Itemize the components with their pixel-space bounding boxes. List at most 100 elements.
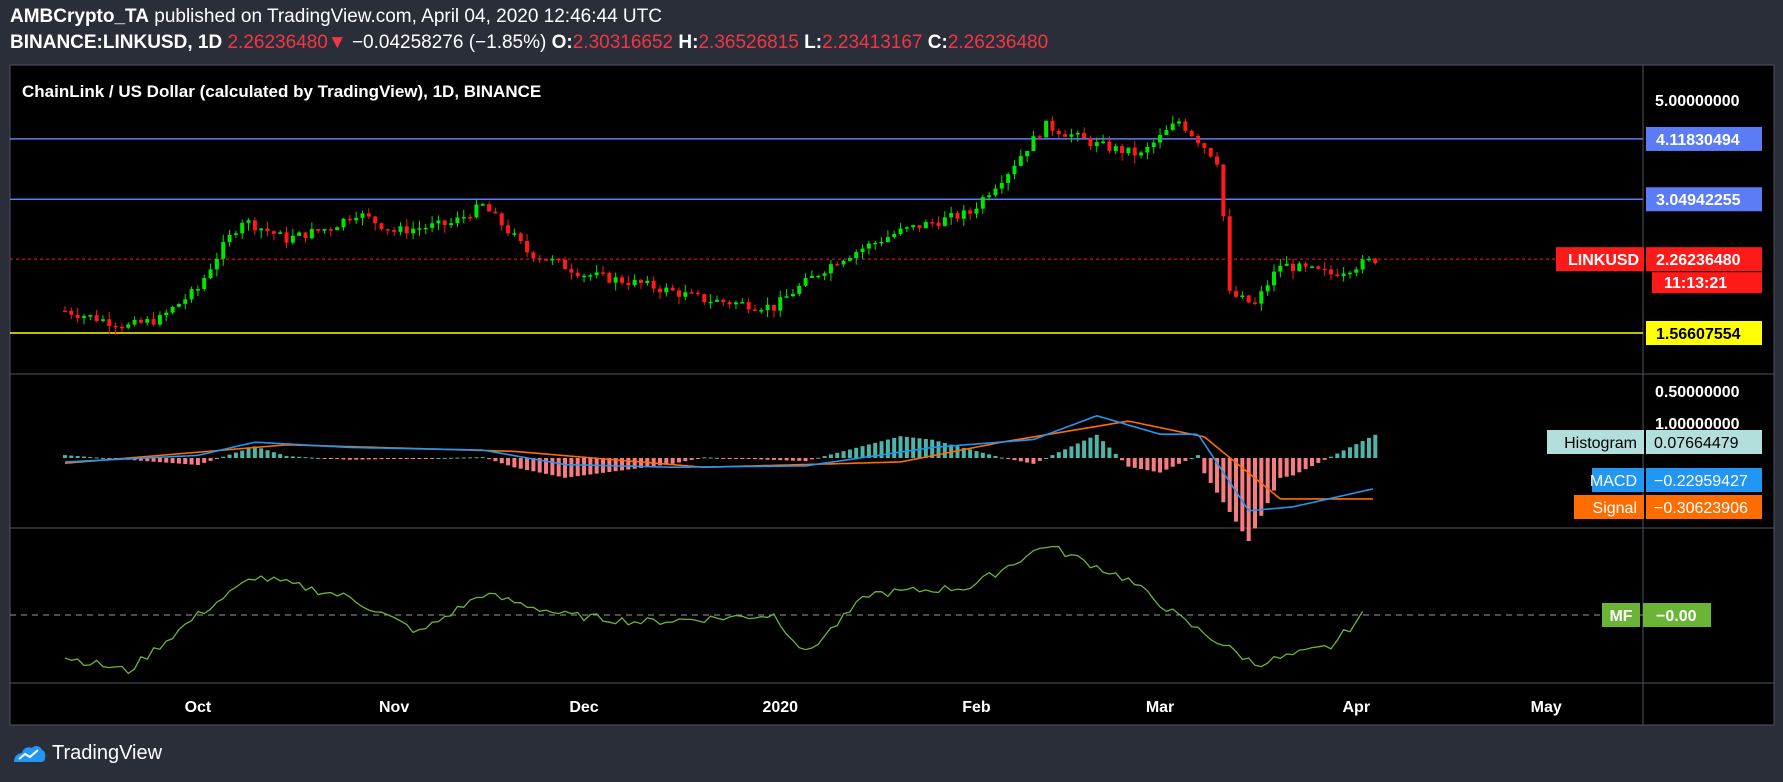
histogram-bar	[879, 441, 884, 458]
candle-up	[360, 213, 365, 218]
histogram-bar	[525, 458, 530, 470]
histogram-bar	[436, 458, 441, 459]
histogram-bar	[575, 458, 580, 477]
candle-down	[1373, 258, 1378, 264]
histogram-bar	[620, 458, 625, 471]
histogram-bar	[550, 458, 555, 476]
candle-down	[1234, 290, 1239, 297]
brand-label: TradingView	[52, 742, 163, 764]
last-price: 2.26236480	[227, 32, 328, 53]
candle-up	[809, 275, 814, 278]
histogram-bar	[208, 458, 213, 461]
candle-up	[1177, 121, 1182, 124]
time-tick-label: Dec	[569, 699, 598, 716]
candle-up	[189, 289, 194, 300]
chart-title: ChainLink / US Dollar (calculated by Tra…	[22, 82, 541, 101]
candle-up	[423, 227, 428, 230]
histogram-bar	[1373, 434, 1378, 458]
histogram-bar	[1126, 458, 1131, 467]
macd-series-value: −0.22959427	[1654, 473, 1748, 490]
candle-down	[771, 304, 776, 311]
candle-up	[822, 273, 827, 276]
candle-up	[1069, 134, 1074, 137]
histogram-bar	[1069, 446, 1074, 458]
candle-up	[816, 275, 821, 278]
histogram-bar	[1322, 458, 1327, 460]
candle-down	[1335, 274, 1340, 277]
histogram-bar	[278, 454, 283, 458]
candle-down	[936, 222, 941, 226]
candle-up	[455, 217, 460, 224]
candle-up	[81, 316, 86, 318]
candle-up	[227, 234, 232, 243]
histogram-bar	[442, 457, 447, 459]
candle-up	[480, 204, 485, 206]
histogram-bar	[373, 458, 378, 460]
candle-up	[1139, 152, 1144, 156]
histogram-bar	[170, 458, 175, 464]
level-tag	[1646, 126, 1762, 151]
current-price-tag	[1646, 247, 1762, 272]
candle-up	[202, 278, 207, 290]
candle-down	[373, 216, 378, 224]
histogram-bar	[892, 437, 897, 458]
candle-up	[987, 195, 992, 198]
macd-series-name: Histogram	[1564, 435, 1637, 452]
candle-down	[518, 233, 523, 242]
histogram-bar	[930, 439, 935, 458]
histogram-bar	[404, 458, 409, 459]
candle-down	[676, 290, 681, 297]
candle-up	[164, 312, 169, 316]
candle-up	[1341, 273, 1346, 277]
histogram-bar	[1101, 441, 1106, 458]
histogram-bar	[917, 438, 922, 458]
candle-down	[151, 319, 156, 325]
histogram-bar	[1240, 458, 1245, 532]
macd-series-tag	[1574, 495, 1644, 519]
candle-down	[752, 309, 757, 312]
tradingview-brand[interactable]: TradingView	[12, 742, 162, 765]
candle-up	[759, 310, 764, 312]
price-pane	[10, 115, 1643, 335]
histogram-bar	[75, 456, 80, 458]
countdown-value: 11:13:21	[1664, 275, 1727, 292]
candle-up	[828, 264, 833, 274]
candle-down	[107, 319, 112, 326]
candle-up	[1151, 142, 1156, 147]
histogram-bar	[303, 457, 308, 459]
candle-down	[689, 292, 694, 294]
candle-down	[284, 232, 289, 243]
histogram-bar	[335, 458, 340, 460]
candle-down	[328, 229, 333, 231]
candle-down	[75, 314, 80, 318]
candle-down	[69, 310, 74, 315]
histogram-bar	[1297, 458, 1302, 473]
open-label: O:	[551, 32, 573, 53]
histogram-bar	[657, 458, 662, 466]
candle-up	[354, 217, 359, 221]
candle-up	[1113, 146, 1118, 151]
histogram-bar	[664, 458, 669, 465]
low-label: L:	[804, 32, 823, 53]
histogram-bar	[702, 457, 707, 459]
candle-up	[961, 210, 966, 219]
histogram-bar	[81, 456, 86, 458]
candle-up	[1006, 174, 1011, 183]
candle-up	[157, 315, 162, 325]
price-tick-label: 1.00000000	[1655, 416, 1740, 433]
histogram-bar	[1278, 458, 1283, 478]
histogram-bar	[987, 454, 992, 458]
candle-down	[392, 230, 397, 232]
candle-down	[917, 225, 922, 229]
histogram-bar	[157, 458, 162, 463]
histogram-bar	[385, 458, 390, 460]
candle-up	[645, 280, 650, 284]
histogram-bar	[714, 457, 719, 459]
histogram-bar	[695, 458, 700, 459]
time-tick-label: May	[1531, 699, 1562, 716]
candle-up	[784, 296, 789, 298]
mf-name-tag	[1602, 603, 1640, 627]
candle-down	[1088, 138, 1093, 147]
histogram-bar	[1094, 434, 1099, 458]
